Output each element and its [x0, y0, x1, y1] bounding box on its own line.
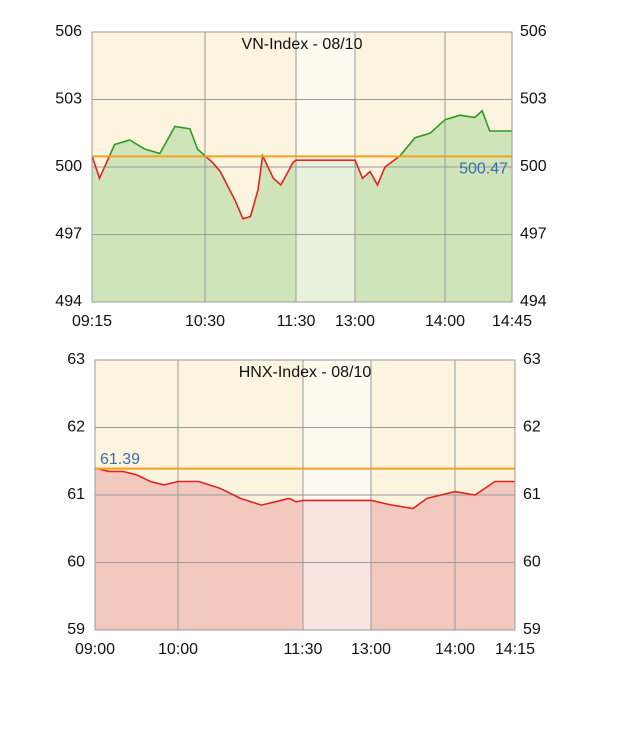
- x-tick-label: 11:30: [284, 641, 323, 658]
- x-tick-label: 11:30: [277, 313, 316, 330]
- reference-label: 61.39: [100, 451, 140, 468]
- x-tick-label: 10:30: [185, 313, 225, 330]
- y-tick-label: 494: [55, 293, 82, 310]
- y-tick-label-right: 503: [520, 91, 547, 108]
- y-tick-label: 59: [67, 621, 85, 638]
- line-up: [92, 109, 512, 157]
- y-tick-label: 503: [55, 91, 82, 108]
- chart-title: HNX-Index - 08/10: [239, 364, 372, 381]
- y-tick-label: 500: [55, 158, 82, 175]
- y-tick-label: 62: [67, 419, 85, 436]
- chart-title: VN-Index - 08/10: [242, 36, 363, 53]
- y-tick-label-right: 61: [523, 486, 541, 503]
- x-tick-label: 13:00: [351, 641, 391, 658]
- y-tick-label-right: 59: [523, 621, 541, 638]
- x-tick-label: 09:15: [72, 313, 112, 330]
- x-tick-label: 14:45: [492, 313, 532, 330]
- reference-label: 500.47: [459, 161, 508, 178]
- x-tick-label: 14:00: [435, 641, 475, 658]
- y-tick-label-right: 62: [523, 419, 541, 436]
- y-tick-label-right: 500: [520, 158, 547, 175]
- y-tick-label-right: 63: [523, 351, 541, 368]
- y-tick-label: 60: [67, 554, 85, 571]
- y-tick-label-right: 506: [520, 23, 547, 40]
- y-tick-label: 497: [55, 226, 82, 243]
- x-tick-label: 09:00: [75, 641, 115, 658]
- x-tick-label: 13:00: [335, 313, 375, 330]
- y-tick-label: 63: [67, 351, 85, 368]
- plot-border: [91, 31, 513, 303]
- x-tick-label: 10:00: [158, 641, 198, 658]
- y-tick-label-right: 60: [523, 554, 541, 571]
- line-down: [95, 468, 515, 510]
- x-tick-label: 14:15: [495, 641, 535, 658]
- y-tick-label-right: 494: [520, 293, 547, 310]
- plot-border: [94, 359, 516, 631]
- y-tick-label: 61: [67, 486, 85, 503]
- y-tick-label: 506: [55, 23, 82, 40]
- line-down: [92, 156, 401, 220]
- y-tick-label-right: 497: [520, 226, 547, 243]
- x-tick-label: 14:00: [425, 313, 465, 330]
